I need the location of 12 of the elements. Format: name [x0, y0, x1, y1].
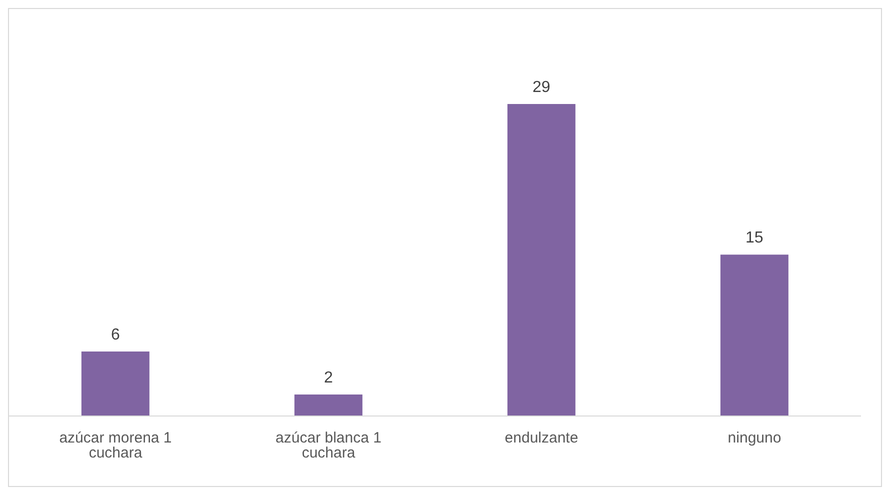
x-tick-label: endulzante [504, 430, 578, 447]
bar [81, 351, 150, 416]
x-tick-label: azúcar blanca 1 cuchara [276, 430, 382, 462]
bar [720, 254, 788, 416]
data-label: 15 [746, 230, 764, 247]
x-tick-label: ninguno [728, 430, 782, 447]
data-label: 29 [532, 79, 550, 96]
x-tick-label: azúcar morena 1 cuchara [59, 430, 172, 462]
bar [294, 394, 362, 416]
data-label: 2 [324, 369, 333, 386]
bar [507, 104, 576, 416]
data-label: 6 [110, 326, 120, 344]
